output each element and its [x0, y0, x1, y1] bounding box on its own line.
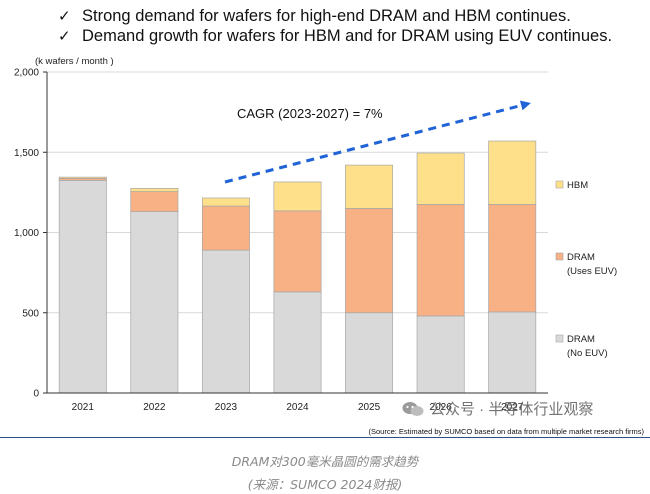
bar-2022-uses-euv [130, 191, 179, 212]
bar-2025-hbm [345, 164, 394, 209]
bar-2024-no-euv [273, 291, 322, 394]
bullet-text: Strong demand for wafers for high-end DR… [82, 7, 571, 25]
bar-2022-no-euv [130, 211, 179, 394]
bullet-list: ✓ Strong demand for wafers for high-end … [58, 6, 612, 46]
wechat-icon [402, 401, 424, 416]
bar-2024-hbm [273, 181, 322, 212]
bar-2027-hbm [488, 140, 537, 205]
bar-2021-no-euv [58, 179, 107, 394]
watermark-text: 公众号 · 半导体行业观察 [430, 401, 594, 418]
caption-source: (来源：SUMCO 2024财报) [247, 477, 403, 492]
y-tick-label: 500 [22, 308, 39, 319]
bar-2027-uses-euv [488, 204, 537, 313]
bar-2026-no-euv [416, 315, 465, 394]
legend-label: (Uses EUV) [567, 266, 617, 277]
cagr-annotation: CAGR (2023-2027) = 7% [237, 106, 383, 121]
legend-swatch [555, 334, 564, 343]
bar-2021-hbm [58, 176, 107, 179]
x-tick-label: 2026 [430, 402, 453, 413]
legend-label: (No EUV) [567, 348, 608, 359]
legend-label: DRAM [567, 252, 595, 263]
legend-label: DRAM [567, 334, 595, 345]
bullet-item: ✓ Strong demand for wafers for high-end … [58, 6, 612, 26]
bar-2027-no-euv [488, 311, 537, 394]
bar-2024-uses-euv [273, 210, 322, 293]
bar-2022-hbm [130, 188, 179, 192]
watermark: 公众号 · 半导体行业观察 [402, 398, 593, 419]
caption-title: DRAM对300毫米晶圆的需求趋势 [231, 454, 419, 469]
legend: DRAM (No EUV) DRAM (Uses EUV) HBM [555, 180, 617, 359]
bar-2025-uses-euv [345, 208, 394, 314]
bar-2023-hbm [201, 197, 250, 207]
y-axis-unit: (k wafers / month ) [35, 56, 114, 67]
bars [58, 140, 537, 394]
bar-2023-uses-euv [201, 205, 250, 251]
legend-swatch [555, 252, 564, 261]
bar-2023-no-euv [201, 249, 250, 394]
y-tick-label: 2,000 [14, 68, 39, 79]
y-tick-label: 1,000 [14, 228, 39, 239]
legend-label: HBM [567, 180, 588, 191]
bullet-item: ✓ Demand growth for wafers for HBM and f… [58, 26, 612, 46]
x-tick-label: 2024 [286, 402, 309, 413]
checkmark-icon: ✓ [58, 27, 71, 45]
x-tick-label: 2027 [501, 402, 524, 413]
tick-labels: 0 500 1,000 1,500 2,000 2021 2022 2023 2024 2025 2… [14, 68, 524, 414]
bar-2025-no-euv [345, 312, 394, 394]
bar-2026-uses-euv [416, 204, 465, 317]
source-note: (Source: Estimated by SUMCO based on dat… [368, 427, 644, 436]
checkmark-icon: ✓ [58, 7, 71, 25]
cagr-trend-arrow [224, 100, 531, 184]
x-tick-label: 2022 [143, 402, 166, 413]
x-tick-label: 2021 [72, 402, 95, 413]
axes [43, 71, 548, 394]
bullet-text: Demand growth for wafers for HBM and for… [82, 27, 613, 45]
bar-2026-hbm [416, 152, 465, 205]
x-tick-label: 2023 [215, 402, 238, 413]
y-tick-label: 1,500 [14, 148, 39, 159]
x-tick-label: 2025 [358, 402, 381, 413]
y-tick-label: 0 [33, 389, 39, 400]
legend-swatch [555, 180, 564, 189]
divider [0, 437, 650, 438]
wafer-demand-chart: (k wafers / month ) 0 500 1,000 1,500 2,000 2… [14, 56, 645, 436]
